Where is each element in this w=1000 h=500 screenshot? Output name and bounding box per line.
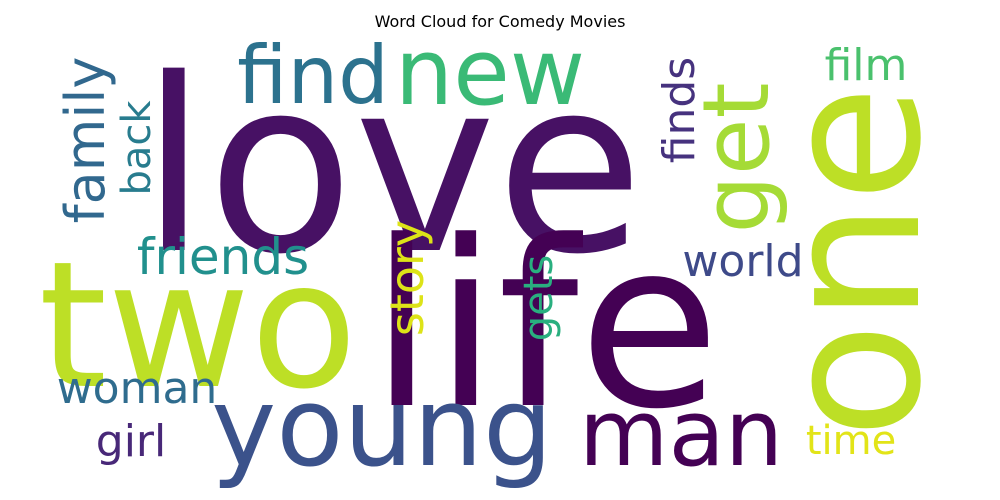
word-film: film <box>825 40 908 91</box>
word-time: time <box>806 418 896 464</box>
word-young: young <box>211 363 553 491</box>
word-story: story <box>380 220 434 336</box>
word-back: back <box>114 100 160 196</box>
word-girl: girl <box>96 416 166 467</box>
word-woman: woman <box>57 363 218 414</box>
word-two: two <box>39 225 358 428</box>
word-new: new <box>395 19 585 126</box>
word-life: life <box>370 193 720 460</box>
word-world: world <box>682 236 803 287</box>
word-man: man <box>579 380 783 487</box>
word-gets: gets <box>516 255 562 342</box>
page-title: Word Cloud for Comedy Movies <box>374 12 626 31</box>
word-friends: friends <box>137 228 309 286</box>
word-one: one <box>742 85 963 439</box>
word-finds: finds <box>654 57 705 163</box>
word-family: family <box>54 57 117 224</box>
word-find: find <box>237 29 389 122</box>
word-love: love <box>140 27 643 307</box>
word-get: get <box>683 82 790 233</box>
